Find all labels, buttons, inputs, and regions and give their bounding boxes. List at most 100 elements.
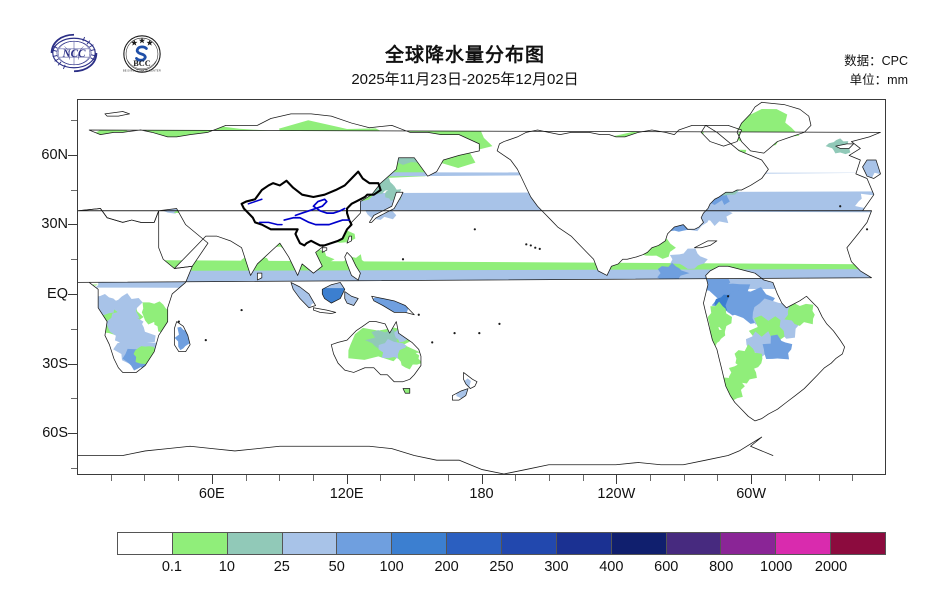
coastline-australia xyxy=(330,321,422,383)
colorbar-segment-1 xyxy=(172,533,228,554)
y-tick-minor xyxy=(71,119,77,121)
island-marker xyxy=(538,247,541,250)
coastline-philippines xyxy=(344,252,361,281)
svg-text:NCC: NCC xyxy=(61,48,86,60)
x-tick-major xyxy=(616,475,618,484)
y-tick-label-60s: 60S xyxy=(42,425,68,442)
unit-label: 单位：mm xyxy=(849,73,908,87)
tarim-river xyxy=(247,198,263,205)
colorbar-tick-12: 2000 xyxy=(814,559,848,575)
yellow-river xyxy=(294,198,346,217)
island-marker xyxy=(240,308,243,312)
coastline-sumatra xyxy=(290,282,316,309)
y-tick-major xyxy=(68,224,77,226)
island-marker xyxy=(401,258,405,261)
x-tick-minor xyxy=(110,475,112,481)
island-marker xyxy=(431,341,434,344)
x-tick-major xyxy=(751,475,753,484)
colorbar-segment-7 xyxy=(502,533,557,554)
y-tick-label-60n: 60N xyxy=(41,146,68,163)
precip-ne-brazil xyxy=(784,302,815,326)
island-marker xyxy=(534,246,537,249)
page-title: 全球降水量分布图 xyxy=(384,45,545,66)
precip-nsw xyxy=(397,347,423,370)
y-tick-major xyxy=(68,293,77,295)
y-tick-minor xyxy=(71,189,77,191)
colorbar-tick-10: 800 xyxy=(709,559,734,575)
upper-tibet-river xyxy=(258,221,283,226)
x-tick-minor xyxy=(447,475,449,481)
x-tick-major xyxy=(481,475,483,484)
coastline-eurasia xyxy=(78,113,881,276)
colorbar-tick-3: 50 xyxy=(328,559,345,575)
x-tick-label-180: 180 xyxy=(469,486,494,502)
colorbar-segment-8 xyxy=(556,533,612,554)
x-tick-minor xyxy=(414,475,416,481)
y-tick-minor xyxy=(71,398,77,400)
ncc-logo: NCC xyxy=(50,33,98,73)
coastline-hainan xyxy=(321,247,328,253)
island-marker xyxy=(529,244,532,247)
colorbar-segment-3 xyxy=(282,533,338,554)
page-subtitle: 2025年11月23日-2025年12月02日 xyxy=(351,71,579,88)
island-marker xyxy=(473,228,476,231)
precipitation-map xyxy=(78,100,885,474)
x-tick-minor xyxy=(548,475,550,481)
x-tick-minor xyxy=(818,475,820,481)
coastline-south-america xyxy=(703,265,845,422)
coastline-new-guinea xyxy=(371,295,415,316)
island-marker xyxy=(204,339,207,342)
coastline-java xyxy=(313,307,337,314)
x-tick-label-120w: 120W xyxy=(597,486,636,502)
colorbar-segment-12 xyxy=(776,533,832,554)
colorbar: 0.1 10 25 50 100 200 250 300 400 600 800 1000 2000 xyxy=(117,532,886,575)
colorbar-segment-0 xyxy=(118,533,173,554)
coastline-sulawesi xyxy=(344,291,359,306)
y-tick-label-30n: 30N xyxy=(41,216,68,233)
yangtze-river xyxy=(283,216,351,226)
precip-drc-south xyxy=(111,293,143,323)
x-tick-minor xyxy=(784,475,786,481)
ocean-mask xyxy=(78,100,885,474)
plot-frame xyxy=(77,99,886,475)
coastline-iceland xyxy=(835,143,854,149)
colorbar-segment-5 xyxy=(392,533,448,554)
coastline-north-america xyxy=(496,124,769,276)
coastline-japan xyxy=(369,191,404,223)
colorbar-segment-10 xyxy=(666,533,722,554)
colorbar-tick-0: 0.1 xyxy=(161,559,183,575)
x-tick-minor xyxy=(683,475,685,481)
colorbar-tick-7: 300 xyxy=(544,559,569,575)
precip-sao-paulo xyxy=(762,334,793,360)
y-tick-label-eq: EQ xyxy=(47,285,68,302)
x-tick-minor xyxy=(312,475,314,481)
colorbar-tick-11: 1000 xyxy=(760,559,793,575)
colorbar-segment-4 xyxy=(337,533,393,554)
island-marker xyxy=(726,295,730,298)
coastline-sri-lanka xyxy=(256,272,263,281)
precip-japan-fill xyxy=(365,200,397,220)
precip-natal xyxy=(133,346,160,365)
china-boundary xyxy=(240,170,382,247)
colorbar-tick-4: 100 xyxy=(379,559,404,575)
colorbar-segment-9 xyxy=(611,533,667,554)
x-tick-minor xyxy=(515,475,517,481)
colorbar-tick-5: 200 xyxy=(434,559,459,575)
x-tick-minor xyxy=(380,475,382,481)
coastline-antarctica xyxy=(78,436,774,474)
x-tick-label-120e: 120E xyxy=(329,486,364,502)
coastline-tasmania xyxy=(402,388,411,394)
colorbar-segment-13 xyxy=(831,533,886,554)
island-marker xyxy=(865,228,869,231)
island-marker xyxy=(525,243,528,246)
x-tick-minor xyxy=(144,475,146,481)
coastline-new-zealand-north xyxy=(463,372,478,389)
coastline-africa xyxy=(78,208,872,373)
colorbar-segment-2 xyxy=(227,533,283,554)
precip-zambia xyxy=(108,321,156,353)
x-tick-minor xyxy=(245,475,247,481)
island-marker xyxy=(498,322,501,325)
meta-info: 数据：CPC 单位：mm xyxy=(844,52,908,90)
y-tick-minor xyxy=(71,468,77,470)
coastline-borneo xyxy=(321,282,346,304)
